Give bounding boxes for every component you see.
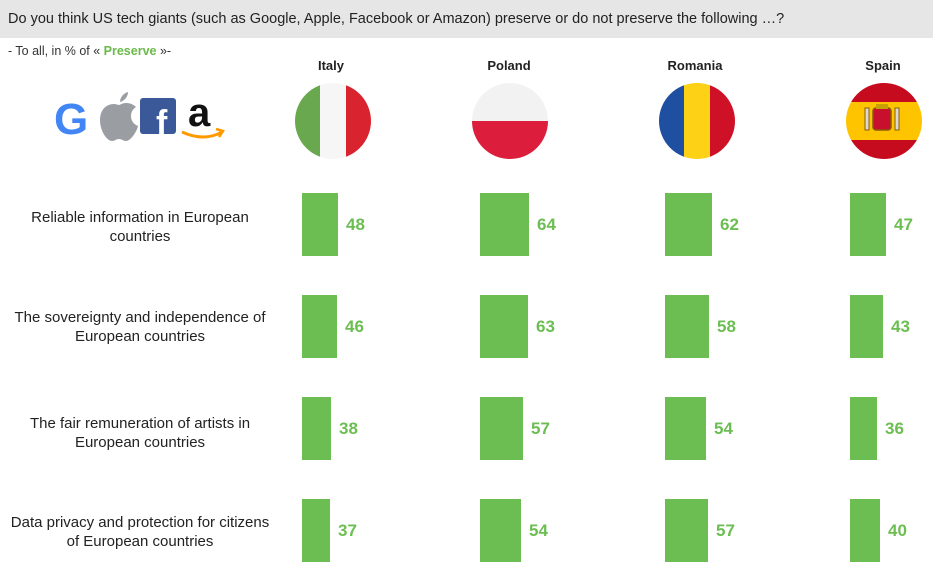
country-label-italy: Italy [317,58,344,73]
bar-romania-row-1 [665,193,712,256]
facebook-letter: f [156,104,168,142]
value-label-spain-row-2: 43 [891,317,910,336]
value-label-romania-row-1: 62 [720,215,739,234]
value-label-italy-row-2: 46 [345,317,364,336]
google-logo-icon: G [54,95,88,142]
value-label-italy-row-4: 37 [338,521,357,540]
value-label-poland-row-1: 64 [537,215,556,234]
flag-spain-icon [846,83,922,159]
row-label-fair-remuneration: The fair remuneration of artists in Euro… [29,415,251,451]
bar-italy-row-3 [302,397,331,460]
google-letter: G [54,95,88,142]
value-label-poland-row-2: 63 [536,317,555,336]
country-label-spain: Spain [865,58,901,73]
subtitle-highlight: Preserve [103,44,157,58]
value-label-italy-row-3: 38 [339,419,358,438]
value-label-romania-row-4: 57 [716,521,735,540]
bar-poland-row-4 [480,499,521,562]
bar-italy-row-4 [302,499,330,562]
chart-subtitle: - To all, in % of « Preserve »- [8,44,171,58]
subtitle-prefix: - To all, in % of « [8,44,104,58]
bar-poland-row-3 [480,397,523,460]
bar-spain-row-2 [850,295,883,358]
country-label-romania: Romania [667,58,723,73]
value-label-romania-row-2: 58 [717,317,736,336]
amazon-letter: a [188,91,211,135]
value-label-spain-row-1: 47 [894,215,913,234]
chart-title: Do you think US tech giants (such as Goo… [0,0,933,38]
value-label-spain-row-3: 36 [885,419,904,438]
flag-poland-icon [472,83,548,159]
row-label-sovereignty: The sovereignty and independence of Euro… [14,309,266,345]
country-label-poland: Poland [487,58,531,73]
row-label-reliable-information: Reliable information in European countri… [31,209,249,245]
value-label-poland-row-4: 54 [529,521,548,540]
value-label-italy-row-1: 48 [346,215,365,234]
bar-poland-row-2 [480,295,528,358]
tech-giants-logos: G f a [54,91,225,142]
bar-spain-row-3 [850,397,877,460]
bar-italy-row-2 [302,295,337,358]
row-label-data-privacy: Data privacy and protection for citizens… [10,514,270,550]
value-label-poland-row-3: 57 [531,419,550,438]
value-label-spain-row-4: 40 [888,521,907,540]
amazon-logo-icon: a [181,91,225,139]
bar-spain-row-1 [850,193,886,256]
subtitle-suffix: »- [156,44,172,58]
value-label-romania-row-3: 54 [714,419,733,438]
flag-romania-icon [659,83,735,159]
bar-spain-row-4 [850,499,880,562]
bar-romania-row-2 [665,295,709,358]
flag-italy-icon [295,83,371,159]
apple-logo-icon [100,92,138,141]
bar-romania-row-4 [665,499,708,562]
facebook-logo-icon: f [140,98,176,142]
bar-italy-row-1 [302,193,338,256]
bar-poland-row-1 [480,193,529,256]
bar-romania-row-3 [665,397,706,460]
